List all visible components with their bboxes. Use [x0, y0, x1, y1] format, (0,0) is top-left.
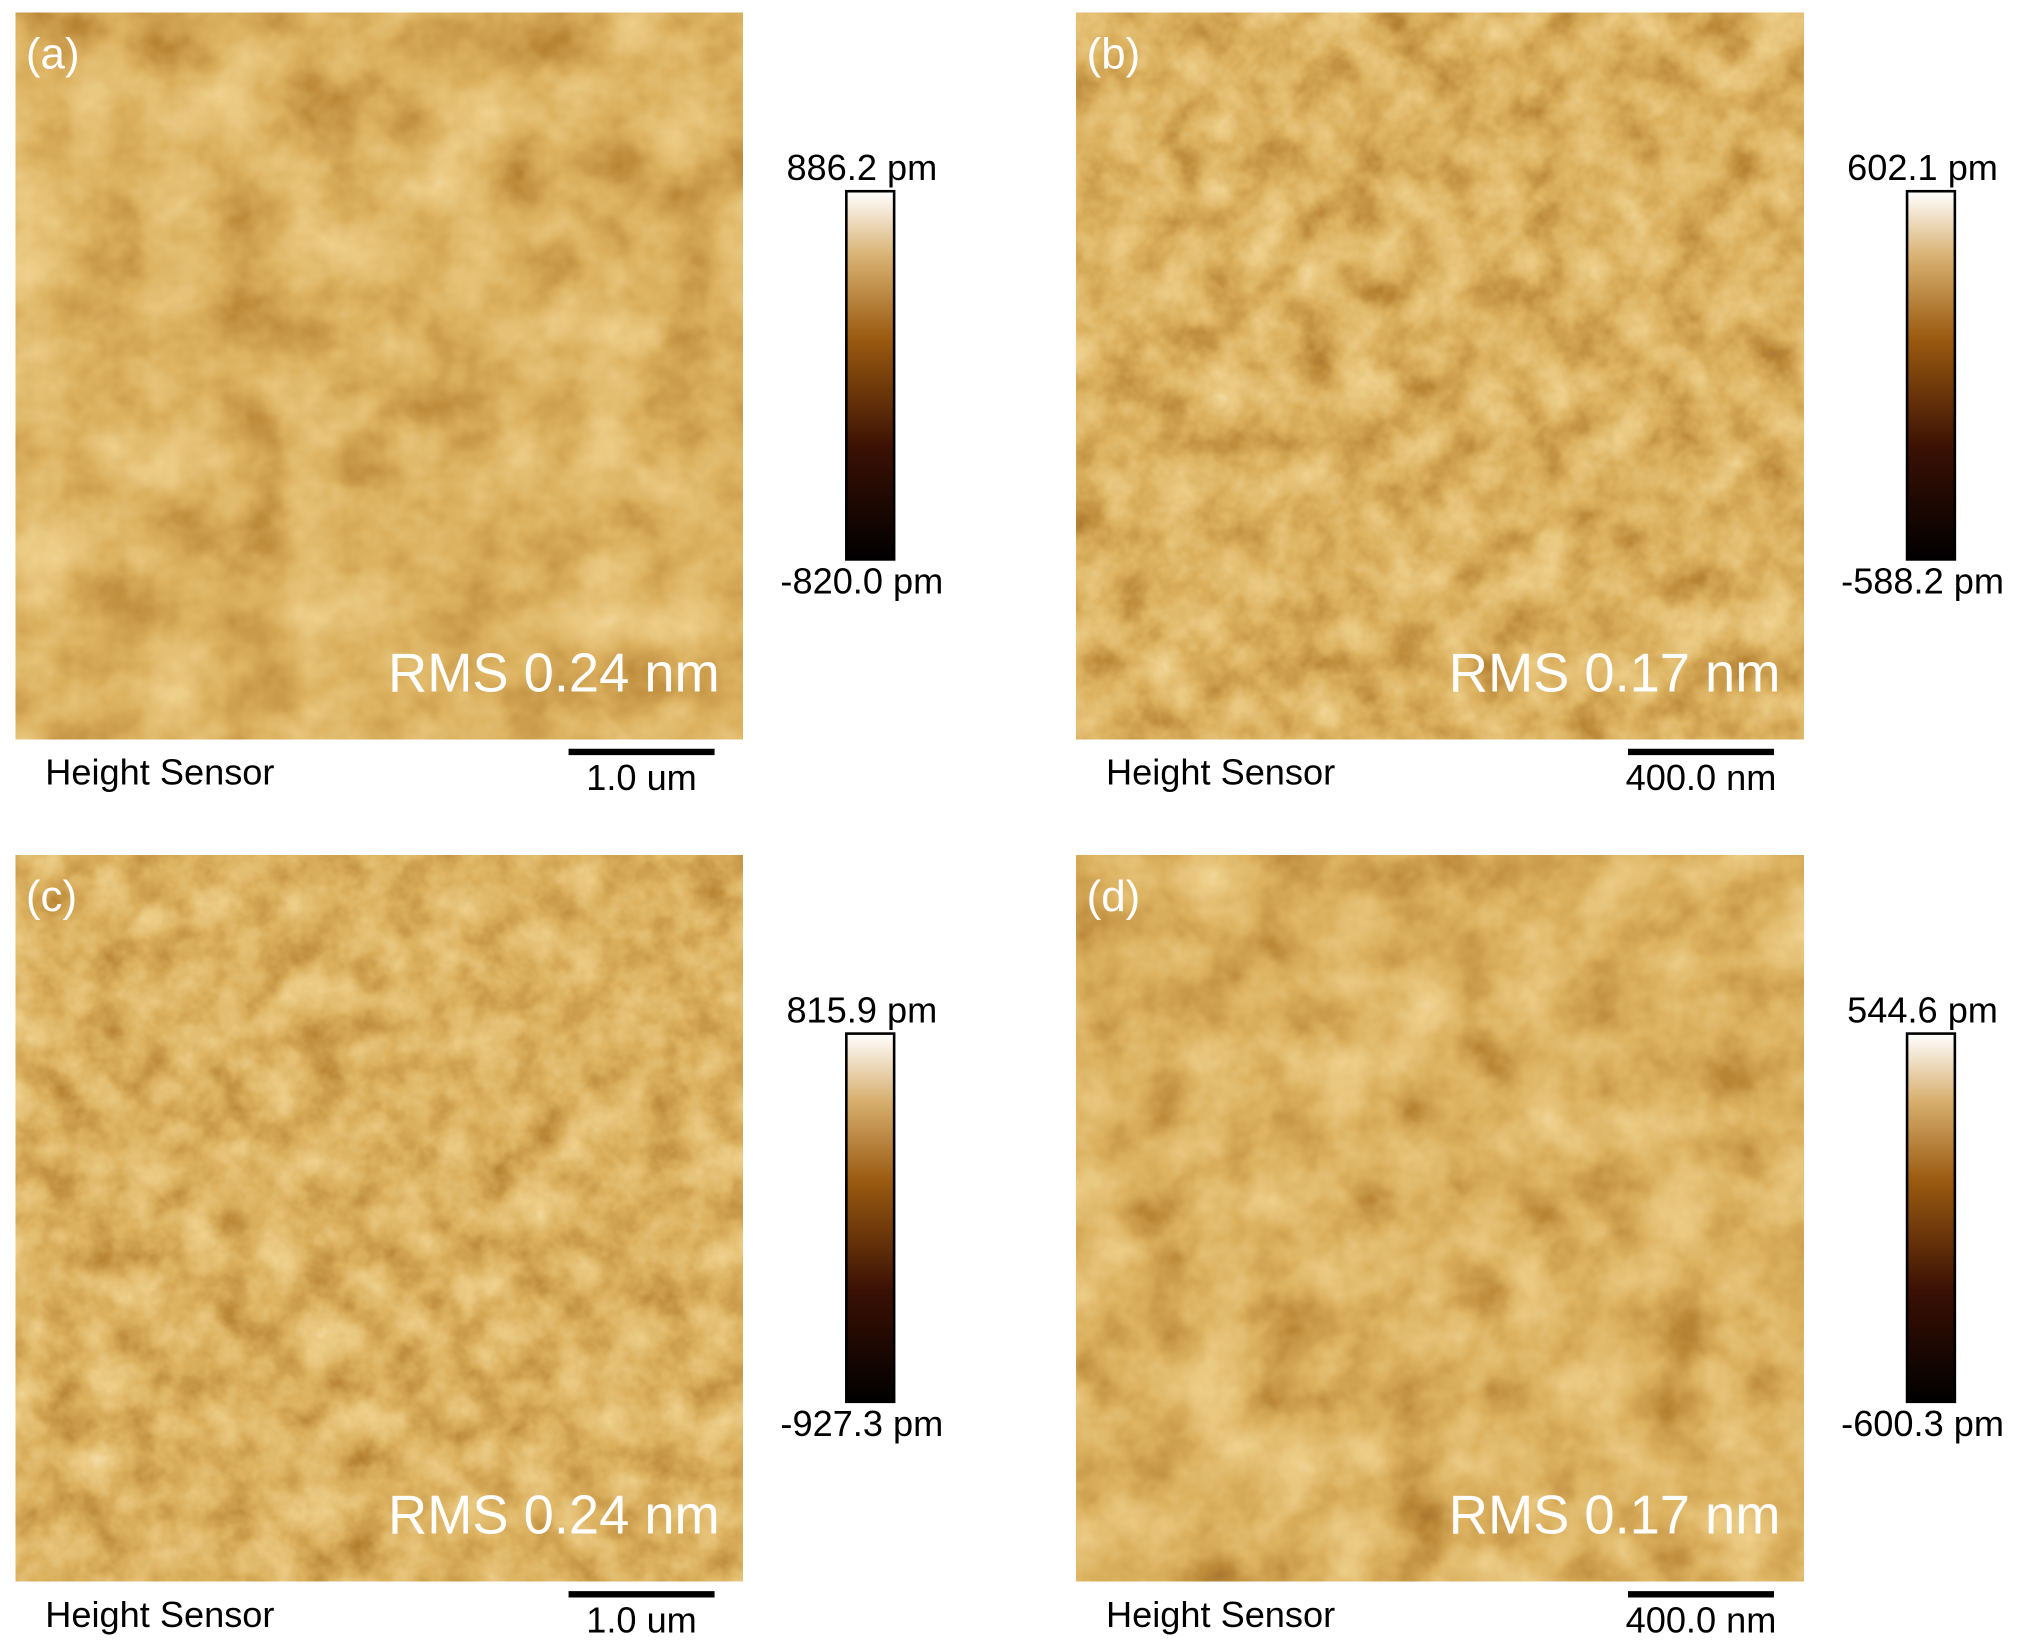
- colorbar-min: -600.3 pm: [1841, 1403, 2004, 1444]
- channel-label: Height Sensor: [1106, 752, 1335, 793]
- afm-image: [1076, 855, 1804, 1582]
- colorbar: [1905, 189, 1957, 561]
- afm-image: [1076, 12, 1804, 740]
- scale-bar-label: 1.0 um: [586, 1599, 697, 1640]
- colorbar-min: -820.0 pm: [780, 561, 943, 602]
- panel: (a) RMS 0.24 nm 886.2 pm -820.0 pm Height Se…: [15, 12, 943, 798]
- afm-image: [15, 12, 743, 740]
- channel-label: Height Sensor: [1106, 1594, 1335, 1635]
- channel-label: Height Sensor: [45, 1594, 274, 1635]
- colorbar-max: 886.2 pm: [786, 147, 937, 188]
- panel: (b) RMS 0.17 nm 602.1 pm -588.2 pm Height Se…: [1076, 12, 2004, 798]
- colorbar-max: 602.1 pm: [1847, 147, 1998, 188]
- rms-label: RMS 0.17 nm: [1449, 1486, 1781, 1546]
- panel-label: (c): [26, 872, 77, 921]
- colorbar-max: 544.6 pm: [1847, 989, 1998, 1030]
- rms-label: RMS 0.17 nm: [1449, 643, 1781, 703]
- rms-label: RMS 0.24 nm: [388, 643, 720, 703]
- colorbar-min: -927.3 pm: [780, 1403, 943, 1444]
- afm-image: [15, 855, 743, 1582]
- scale-bar-label: 1.0 um: [586, 757, 697, 798]
- colorbar-min: -588.2 pm: [1841, 561, 2004, 602]
- panel-label: (a): [26, 29, 80, 78]
- colorbar: [845, 1032, 896, 1404]
- panel-label: (d): [1087, 872, 1141, 921]
- scale-bar-label: 400.0 nm: [1626, 757, 1777, 798]
- colorbar-max: 815.9 pm: [786, 989, 937, 1030]
- panel: (c) RMS 0.24 nm 815.9 pm -927.3 pm Height Se…: [15, 855, 943, 1640]
- panel-label: (b): [1087, 29, 1141, 78]
- channel-label: Height Sensor: [45, 752, 274, 793]
- colorbar: [1905, 1032, 1957, 1404]
- colorbar: [845, 189, 896, 561]
- rms-label: RMS 0.24 nm: [388, 1486, 720, 1546]
- panel: (d) RMS 0.17 nm 544.6 pm -600.3 pm Height Se…: [1076, 855, 2004, 1640]
- scale-bar-label: 400.0 nm: [1626, 1599, 1777, 1640]
